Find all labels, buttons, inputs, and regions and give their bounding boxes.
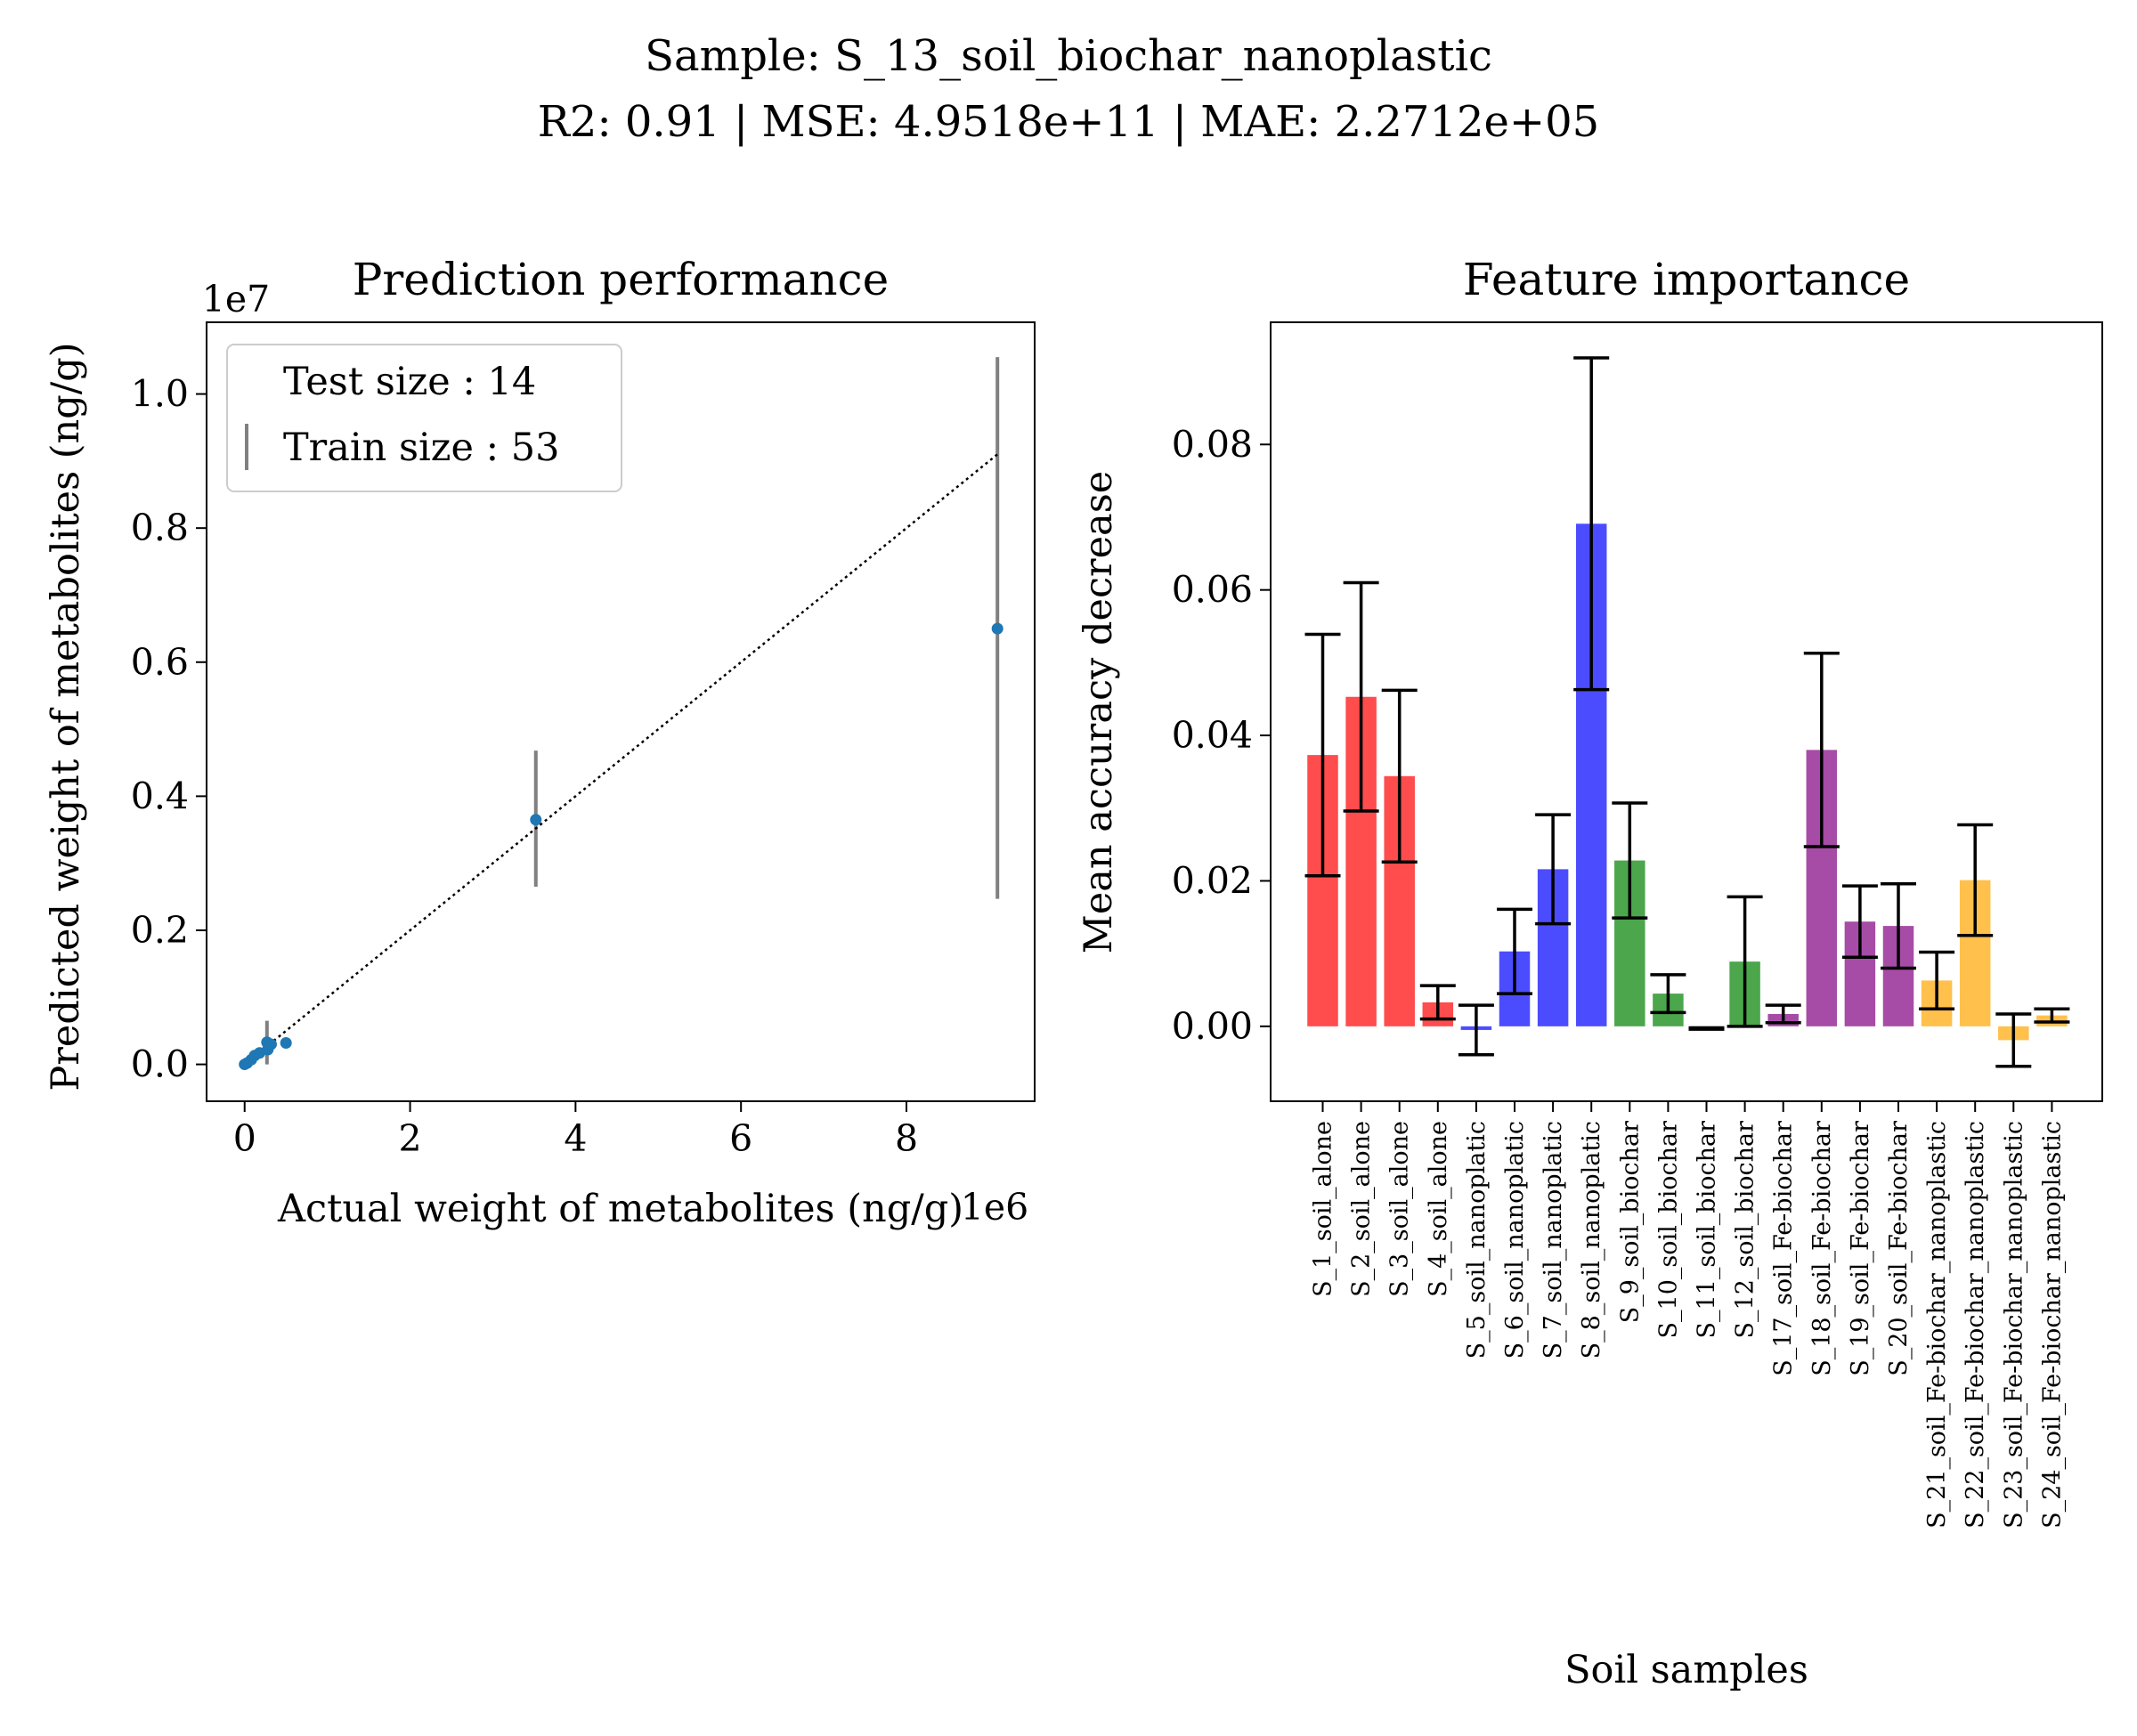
feature-bars <box>1304 356 2070 1068</box>
x-tick-label: 4 <box>564 1117 587 1160</box>
feature-importance-chart: Feature importance Soil samples Mean acc… <box>1077 254 2103 1692</box>
category-label: S_23_soil_Fe-biochar_nanoplastic <box>2000 1121 2027 1529</box>
prediction-y-ticks: 0.0 0.2 0.4 0.6 0.8 1.0 <box>131 373 207 1086</box>
category-label: S_11_soil_biochar <box>1694 1121 1721 1339</box>
category-label: S_21_soil_Fe-biochar_nanoplastic <box>1923 1121 1951 1529</box>
data-point <box>530 814 542 826</box>
feature-chart-title: Feature importance <box>1463 254 1910 305</box>
prediction-chart: Prediction performance 1e7 1e6 Actual we… <box>44 254 1036 1231</box>
legend-box <box>226 344 622 492</box>
x-tick-label: 2 <box>399 1117 422 1160</box>
category-label: S_1_soil_alone <box>1310 1121 1337 1297</box>
category-label: S_12_soil_biochar <box>1732 1121 1759 1339</box>
prediction-legend: Test size : 14 Train size : 53 <box>226 344 622 492</box>
feature-y-axis-label: Mean accuracy decrease <box>1077 471 1121 953</box>
feature-y-ticks: 0.00 0.02 0.04 0.06 0.08 <box>1172 423 1271 1048</box>
feature-plot-frame <box>1270 321 2103 1102</box>
category-label: S_19_soil_Fe-biochar <box>1847 1121 1874 1376</box>
legend-entry-train: Train size : 53 <box>283 426 559 470</box>
category-label: S_2_soil_alone <box>1348 1121 1376 1297</box>
category-label: S_4_soil_alone <box>1425 1121 1452 1297</box>
data-point <box>264 1038 277 1051</box>
suptitle-line-2: R2: 0.91 | MSE: 4.9518e+11 | MAE: 2.2712… <box>538 97 1599 147</box>
y-tick-label: 0.08 <box>1172 423 1253 466</box>
category-label: S_7_soil_nanoplatic <box>1540 1121 1567 1359</box>
trend-line <box>243 453 998 1066</box>
prediction-marks <box>239 357 1003 1071</box>
category-label: S_10_soil_biochar <box>1654 1121 1682 1339</box>
y-tick-label: 0.8 <box>131 507 189 549</box>
category-label: S_18_soil_Fe-biochar <box>1808 1121 1836 1376</box>
prediction-chart-title: Prediction performance <box>353 254 889 305</box>
feature-x-axis-label: Soil samples <box>1564 1648 1808 1692</box>
prediction-x-axis-label: Actual weight of metabolites (ng/g) <box>277 1187 963 1231</box>
prediction-x-ticks: 0 2 4 6 8 <box>233 1101 918 1160</box>
y-tick-label: 0.6 <box>131 641 189 684</box>
x-tick-label: 8 <box>895 1117 918 1160</box>
y-offset-text: 1e7 <box>202 278 270 320</box>
y-tick-label: 0.02 <box>1172 859 1253 902</box>
category-label: S_17_soil_Fe-biochar <box>1770 1121 1798 1376</box>
y-tick-label: 0.06 <box>1172 569 1253 612</box>
x-tick-label: 0 <box>233 1117 256 1160</box>
category-label: S_20_soil_Fe-biochar <box>1885 1121 1913 1376</box>
y-tick-label: 0.04 <box>1172 714 1253 757</box>
y-tick-label: 0.2 <box>131 909 189 952</box>
x-tick-label: 6 <box>729 1117 752 1160</box>
prediction-plot-frame <box>206 321 1036 1102</box>
data-point <box>991 622 1003 635</box>
y-tick-label: 0.4 <box>131 775 189 817</box>
category-label: S_9_soil_biochar <box>1616 1121 1644 1323</box>
legend-entry-test: Test size : 14 <box>283 360 536 404</box>
category-label: S_24_soil_Fe-biochar_nanoplastic <box>2038 1121 2066 1529</box>
suptitle-line-1: Sample: S_13_soil_biochar_nanoplastic <box>645 31 1492 81</box>
category-label: S_22_soil_Fe-biochar_nanoplastic <box>1962 1121 1989 1529</box>
category-label: S_5_soil_nanoplatic <box>1463 1121 1491 1359</box>
feature-x-tick-labels: S_1_soil_alone S_2_soil_alone S_3_soil_alo… <box>1310 1101 2066 1529</box>
x-offset-text: 1e6 <box>961 1186 1028 1229</box>
category-label: S_6_soil_nanoplatic <box>1501 1121 1529 1359</box>
category-label: S_8_soil_nanoplatic <box>1578 1121 1605 1359</box>
y-tick-label: 0.00 <box>1172 1005 1253 1048</box>
category-label: S_3_soil_alone <box>1386 1121 1414 1297</box>
y-tick-label: 0.0 <box>131 1043 189 1086</box>
prediction-y-axis-label: Predicted weight of metabolites (ng/g) <box>44 342 88 1091</box>
data-point <box>280 1036 292 1049</box>
y-tick-label: 1.0 <box>131 373 189 416</box>
